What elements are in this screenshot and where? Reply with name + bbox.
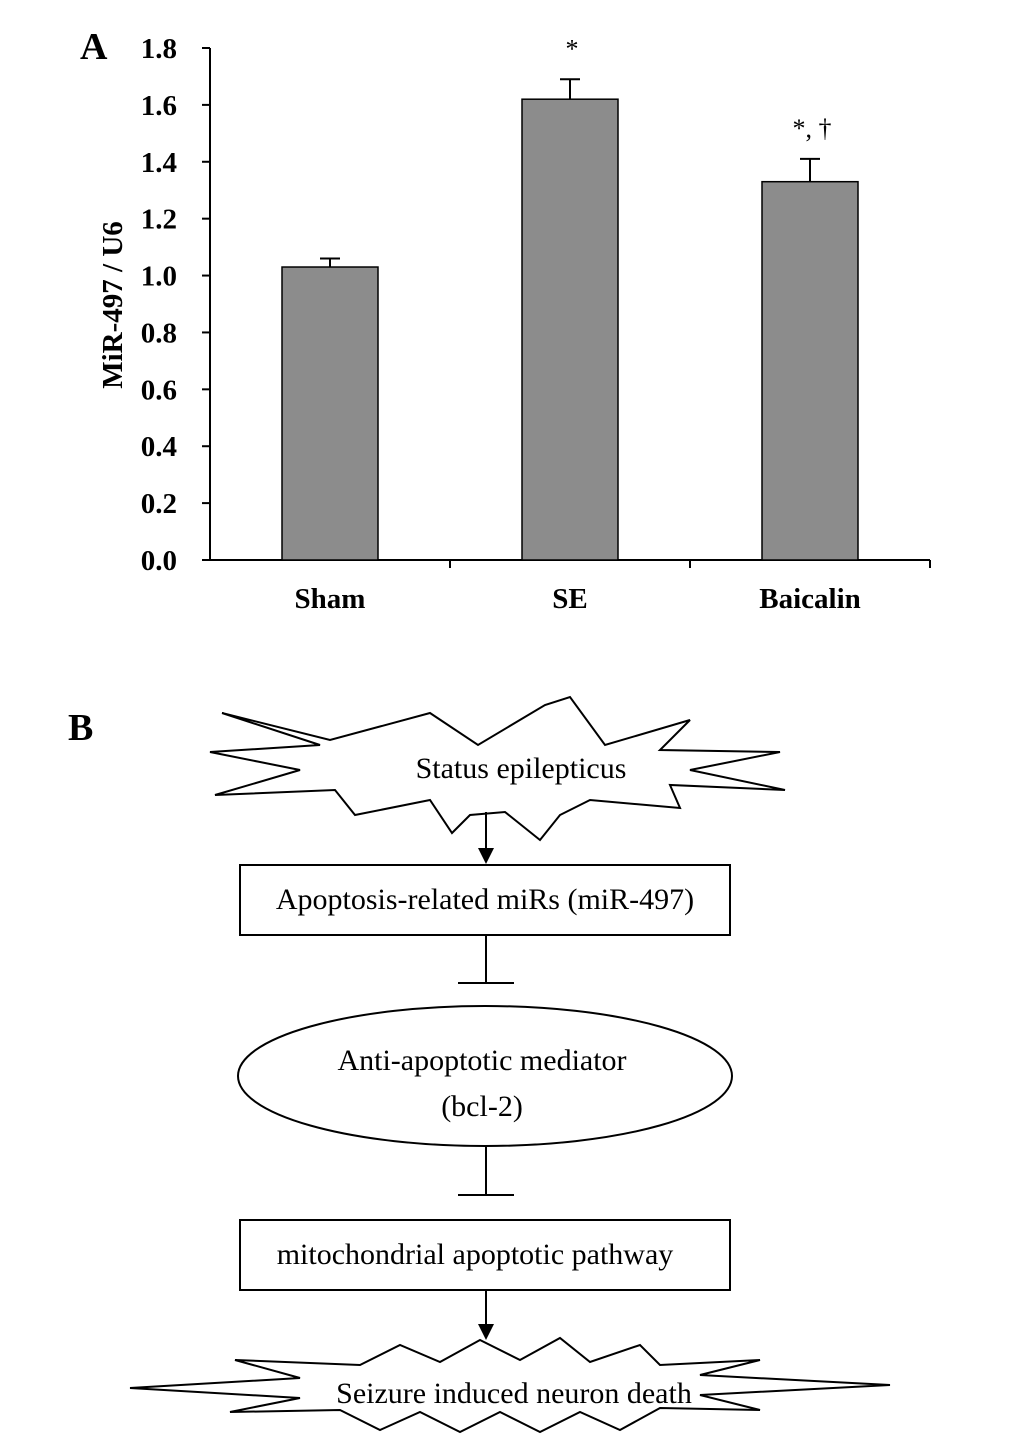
status-epilepticus-text: Status epilepticus [416, 752, 627, 785]
bcl2-ellipse [237, 1005, 733, 1147]
y-tick-label-8: 1.6 [141, 90, 177, 122]
status-epilepticus-burst [209, 695, 786, 842]
y-tick-label-3: 0.6 [141, 374, 177, 406]
y-tick-label-7: 1.4 [141, 147, 177, 179]
y-tick-label-4: 0.8 [141, 317, 177, 349]
bar-chart: A MiR-497 / U6 0.0 0.2 0.4 0.6 0.8 1.0 1.2 1.4 1… [80, 26, 931, 615]
bars: * *, † [281, 34, 859, 561]
bcl2-text: Anti-apoptotic mediator [337, 1044, 626, 1077]
arrow-head-status-to-mirs [478, 848, 494, 864]
panel-label-b: B [68, 707, 93, 749]
seizure-death-burst [129, 1336, 891, 1434]
significance-se: * [566, 34, 579, 63]
y-tick-label-2: 0.4 [141, 431, 177, 463]
bcl2-text-line2: (bcl-2) [441, 1090, 523, 1123]
x-category-baicalin: Baicalin [759, 583, 861, 615]
mito-text: mitochondrial apoptotic pathway [277, 1238, 674, 1271]
significance-baicalin: *, † [793, 114, 832, 143]
mirs-box [239, 864, 731, 936]
panel-label-a: A [80, 26, 108, 68]
y-tick-label-0: 0.0 [141, 545, 177, 577]
x-category-se: SE [552, 583, 587, 615]
y-tick-label-6: 1.2 [141, 204, 177, 236]
seizure-death-text: Seizure induced neuron death [336, 1377, 692, 1410]
bar-sham [281, 266, 379, 561]
y-tick-label-5: 1.0 [141, 261, 177, 293]
y-tick-label-9: 1.8 [141, 33, 177, 65]
arrow-head-mito-to-death [478, 1324, 494, 1340]
y-axis-title: MiR-497 / U6 [97, 221, 129, 389]
mirs-text: Apoptosis-related miRs (miR-497) [276, 883, 694, 916]
x-category-sham: Sham [295, 583, 366, 615]
bar-baicalin [761, 180, 859, 561]
y-axis: 0.0 0.2 0.4 0.6 0.8 1.0 1.2 1.4 1.6 1.8 [141, 33, 211, 577]
y-tick-label-1: 0.2 [141, 488, 177, 520]
